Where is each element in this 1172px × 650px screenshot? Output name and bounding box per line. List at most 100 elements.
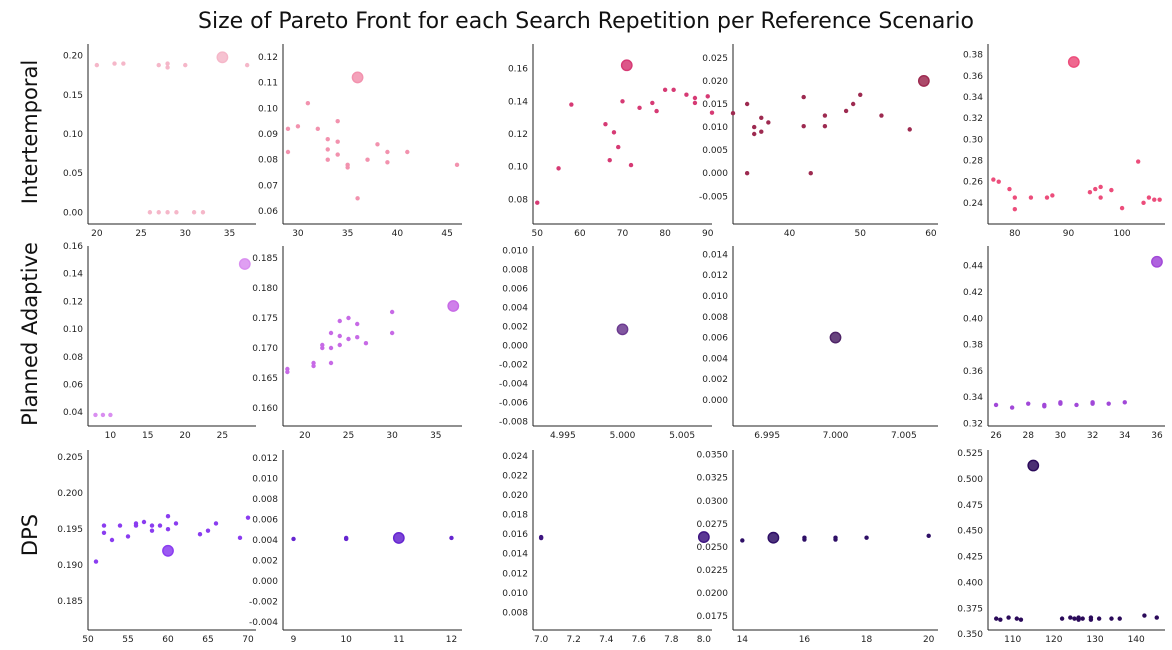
data-point: [1152, 197, 1157, 202]
y-tick-label: 0.0225: [697, 566, 729, 576]
reference-point: [767, 531, 780, 544]
data-point: [556, 166, 561, 171]
data-point: [173, 521, 179, 526]
y-tick-label: 0.375: [957, 604, 983, 614]
subplot-r2-c3: 14 16 18 20 0.0175 0.0200 0.0225 0.0250 0.0275 0.…: [697, 450, 938, 645]
x-tick-label: 20: [91, 229, 103, 239]
y-tick-label: 0.010: [252, 475, 278, 485]
x-tick-label: 36: [1151, 431, 1163, 441]
reference-point: [216, 51, 229, 64]
x-tick-label: 30: [1055, 431, 1067, 441]
x-tick-label: 4.995: [550, 431, 576, 441]
data-point: [535, 200, 540, 205]
data-point: [335, 118, 340, 124]
x-tick-label: 40: [784, 229, 796, 239]
data-point: [1042, 404, 1047, 409]
data-point: [1028, 195, 1034, 200]
subplot-r1-c1: 20 25 30 35 0.160 0.165 0.170 0.175 0.180 0.185: [252, 246, 462, 441]
data-point: [1090, 400, 1095, 405]
y-tick-label: 0.205: [57, 453, 83, 463]
data-point: [1012, 195, 1018, 200]
data-point: [108, 412, 113, 418]
data-point: [1007, 186, 1012, 192]
data-point: [752, 131, 757, 137]
y-tick-label: 0.018: [502, 511, 528, 521]
reference-point: [620, 59, 633, 72]
y-tick-label: 0.08: [63, 353, 83, 363]
y-tick-label: 0.34: [963, 393, 983, 403]
y-tick-label: 0.500: [957, 475, 983, 485]
x-tick-label: 90: [702, 229, 714, 239]
data-point: [363, 341, 369, 346]
data-point: [295, 124, 301, 129]
data-point: [1074, 402, 1079, 408]
y-tick-label: 0.012: [702, 271, 728, 281]
y-tick-label: 0.160: [252, 404, 278, 414]
data-point: [1076, 617, 1081, 622]
data-point: [1119, 205, 1125, 211]
data-point: [109, 537, 115, 543]
x-tick-label: 28: [1023, 431, 1035, 441]
y-tick-label: 0.40: [963, 314, 983, 324]
data-point: [385, 160, 390, 165]
subplot-r2-c1: 9 10 11 12 -0.004 -0.002 0.000 0.002 0.004 0.006 0…: [249, 450, 462, 645]
data-point: [1009, 405, 1015, 410]
data-point: [864, 535, 869, 540]
y-tick-label: 0.08: [258, 156, 278, 166]
data-point: [730, 111, 736, 116]
y-tick-label: 0.10: [63, 325, 83, 335]
x-tick-label: 16: [799, 635, 811, 645]
subplot-r0-c0: 20 25 30 35 0.00 0.05 0.10 0.15 0.20: [63, 44, 256, 239]
x-tick-label: 70: [617, 229, 629, 239]
data-point: [328, 330, 334, 336]
data-point: [907, 127, 912, 132]
data-point: [607, 157, 612, 163]
y-tick-label: 0.008: [502, 608, 528, 618]
x-tick-label: 120: [1045, 635, 1062, 645]
x-tick-label: 60: [162, 635, 174, 645]
reference-point: [1027, 459, 1040, 472]
data-point: [705, 94, 710, 99]
x-tick-label: 90: [1063, 229, 1075, 239]
x-tick-label: 20: [179, 431, 191, 441]
data-point: [355, 321, 360, 327]
data-point: [684, 92, 689, 97]
data-point: [183, 62, 188, 68]
data-point: [315, 126, 321, 132]
reference-point: [351, 71, 364, 84]
subplot-r1-c0: 10 15 20 25 0.04 0.06 0.08 0.10 0.12 0.14 0.16: [63, 242, 256, 441]
y-tick-label: 0.170: [252, 344, 278, 354]
data-point: [311, 360, 316, 366]
y-tick-label: -0.002: [499, 360, 528, 370]
reference-point: [447, 300, 460, 312]
x-tick-label: 7.6: [632, 635, 647, 645]
y-tick-label: 0.006: [252, 516, 278, 526]
data-point: [1093, 186, 1098, 192]
y-tick-label: 0.10: [508, 163, 528, 173]
data-point: [1109, 187, 1114, 193]
data-point: [1018, 617, 1024, 622]
data-point: [174, 210, 179, 215]
data-point: [197, 532, 203, 537]
y-tick-label: 0.025: [702, 54, 728, 64]
data-point: [405, 149, 410, 155]
x-tick-label: 6.995: [754, 431, 780, 441]
data-point: [759, 129, 764, 134]
y-tick-label: 0.20: [63, 52, 83, 62]
y-tick-label: 0.32: [963, 114, 983, 124]
y-tick-label: 0.24: [963, 199, 983, 209]
y-tick-label: 0.38: [963, 51, 983, 61]
subplot-r1-c3: 6.995 7.000 7.005 0.000 0.002 0.004 0.006 0.008…: [702, 246, 938, 441]
x-tick-label: 9: [291, 635, 297, 645]
x-tick-label: 11: [393, 635, 404, 645]
y-tick-label: 0.42: [963, 288, 983, 298]
data-point: [1096, 616, 1102, 621]
y-tick-label: 0.06: [258, 207, 278, 217]
data-point: [709, 110, 715, 115]
x-tick-label: 60: [925, 229, 937, 239]
data-point: [328, 360, 334, 366]
y-tick-label: 0.525: [957, 449, 983, 459]
x-tick-label: 14: [737, 635, 749, 645]
y-tick-label: 0.008: [702, 313, 728, 323]
